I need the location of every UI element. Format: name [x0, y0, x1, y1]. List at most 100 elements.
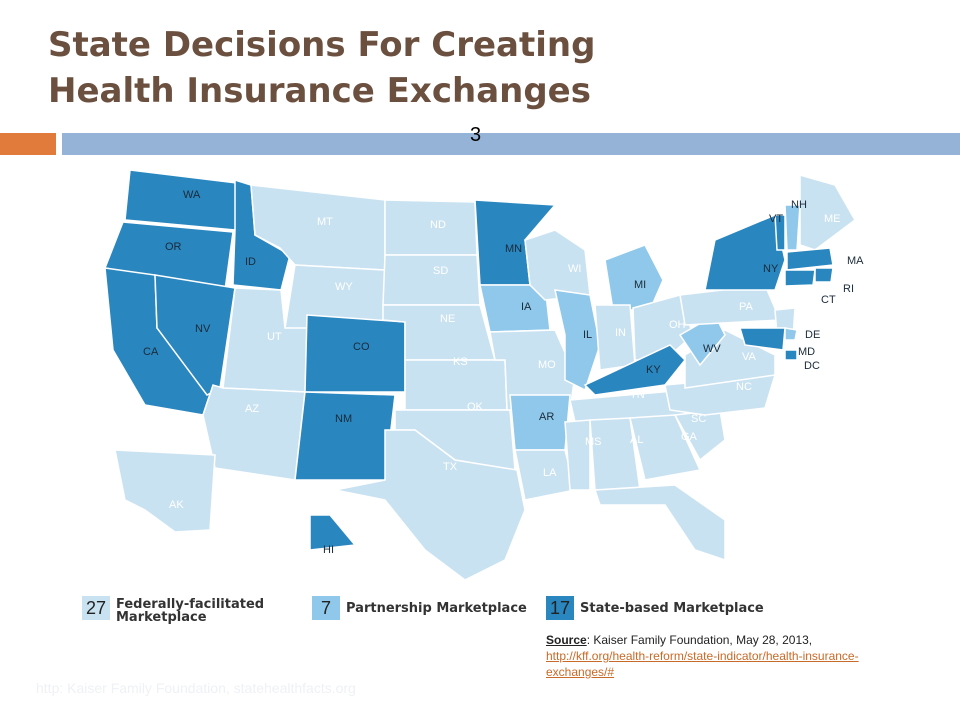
state-label-co: CO	[353, 341, 370, 353]
state-oh	[632, 294, 694, 361]
state-label-la: LA	[543, 467, 557, 479]
state-label-ma: MA	[847, 255, 864, 267]
state-label-ms: MS	[585, 436, 602, 448]
state-label-wy: WY	[335, 281, 353, 293]
legend-federal-line2: Marketplace	[116, 610, 207, 625]
state-nm	[294, 391, 396, 481]
legend-federal-count: 27	[85, 598, 107, 618]
state-sd	[382, 254, 481, 306]
state-label-md: MD	[798, 346, 815, 358]
source-link[interactable]: http://kff.org/health-reform/state-indic…	[546, 649, 859, 679]
state-label-ga: GA	[681, 431, 698, 443]
source-text: : Kaiser Family Foundation, May 28, 2013…	[586, 633, 813, 647]
state-label-ar: AR	[539, 411, 554, 423]
state-label-ks: KS	[453, 356, 468, 368]
state-label-nj: NJ	[809, 312, 822, 324]
label-layer: WA OR CA NV ID MT WY UT AZ CO NM ND SD NE KS OK TX MN IA MO…	[143, 189, 864, 556]
state-pa	[679, 284, 782, 326]
state-label-nv: NV	[195, 323, 211, 335]
state-dc	[784, 349, 798, 361]
state-label-ri: RI	[843, 283, 854, 295]
legend-state-count: 17	[549, 598, 571, 618]
slide-number: 3	[470, 124, 482, 146]
state-label-az: AZ	[245, 403, 259, 415]
legend-federal-swatch: 27	[82, 596, 110, 620]
state-ga	[629, 414, 702, 481]
state-label-ca: CA	[143, 346, 159, 358]
us-exchange-map: WA OR CA NV ID MT WY UT AZ CO NM ND SD NE KS OK TX MN IA MO…	[103, 169, 864, 580]
state-label-sd: SD	[433, 265, 448, 277]
state-ky	[583, 344, 687, 396]
state-label-sc: SC	[691, 413, 706, 425]
state-nh	[784, 204, 801, 251]
state-label-fl: FL	[719, 498, 732, 510]
state-label-wv: WV	[703, 343, 721, 355]
state-co	[304, 314, 406, 393]
legend-partnership-swatch: 7	[312, 596, 340, 620]
accent-bar-orange	[0, 133, 56, 155]
state-label-mo: MO	[538, 359, 556, 371]
state-label-mi: MI	[634, 279, 646, 291]
title-line-1: State Decisions For Creating	[48, 25, 596, 65]
state-label-ny: NY	[763, 263, 779, 275]
state-label-ok: OK	[467, 401, 484, 413]
state-label-tx: TX	[443, 461, 458, 473]
state-label-ne: NE	[440, 313, 455, 325]
legend-partnership-label: Partnership Marketplace	[346, 601, 527, 616]
state-label-nm: NM	[335, 413, 352, 425]
state-label-mt: MT	[317, 216, 333, 228]
state-label-id: ID	[245, 256, 256, 268]
title-line-2: Health Insurance Exchanges	[48, 71, 591, 111]
legend-federal-label: Federally-facilitated Marketplace	[116, 598, 264, 624]
state-label-ct: CT	[821, 294, 836, 306]
state-label-nh: NH	[791, 199, 807, 211]
legend-state-label: State-based Marketplace	[580, 601, 764, 616]
state-ny	[704, 213, 786, 291]
state-mi	[604, 244, 664, 311]
state-label-ak: AK	[169, 499, 184, 511]
state-me	[799, 174, 856, 251]
accent-bar-blue	[62, 133, 960, 155]
state-label-ky: KY	[646, 364, 661, 376]
legend-state-swatch: 17	[546, 596, 574, 620]
state-label-me: ME	[824, 213, 841, 225]
state-label-dc: DC	[804, 360, 820, 372]
state-md	[738, 327, 786, 351]
state-label-vt: VT	[769, 213, 783, 225]
state-label-de: DE	[805, 329, 820, 341]
state-az	[202, 384, 306, 481]
state-label-tn: TN	[630, 389, 645, 401]
state-hi	[309, 514, 357, 551]
state-label-oh: OH	[669, 319, 686, 331]
state-tx	[334, 429, 526, 580]
state-label-nd: ND	[430, 219, 446, 231]
legend-federal-line1: Federally-facilitated	[116, 597, 265, 612]
state-label-al: AL	[630, 434, 643, 446]
source-label: Source	[546, 633, 587, 647]
slide-title: State Decisions For Creating Health Insu…	[48, 22, 595, 114]
source-citation: Source: Kaiser Family Foundation, May 28…	[546, 632, 926, 680]
state-ms	[564, 419, 591, 491]
state-ri	[814, 267, 834, 283]
state-ma	[786, 247, 834, 271]
state-label-or: OR	[165, 241, 182, 253]
state-label-mn: MN	[505, 243, 522, 255]
state-label-il: IL	[583, 329, 592, 341]
state-label-pa: PA	[739, 301, 754, 313]
state-layer	[103, 169, 856, 580]
state-label-nc: NC	[736, 381, 752, 393]
state-label-ut: UT	[267, 331, 282, 343]
state-vt	[774, 214, 786, 251]
legend-partnership-count: 7	[320, 598, 331, 618]
state-label-in: IN	[615, 327, 626, 339]
state-ak	[114, 449, 216, 533]
state-label-hi: HI	[323, 544, 334, 556]
state-ct	[784, 269, 816, 287]
faint-footer-note: http: Kaiser Family Foundation, statehea…	[36, 680, 356, 696]
state-de	[784, 327, 798, 341]
state-fl	[593, 484, 726, 562]
state-label-ia: IA	[521, 301, 532, 313]
state-il	[554, 289, 601, 392]
state-label-wa: WA	[183, 189, 201, 201]
state-label-wi: WI	[568, 263, 581, 275]
